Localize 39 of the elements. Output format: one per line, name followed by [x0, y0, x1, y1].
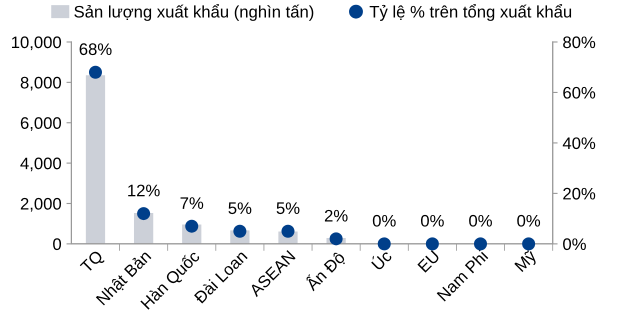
data-label: 5% — [228, 202, 252, 214]
y-tick-label: 6,000 — [20, 117, 62, 131]
y-tick-label: 0 — [53, 238, 62, 250]
y-tick-label: 2,000 — [20, 198, 62, 212]
point — [88, 66, 102, 79]
data-label: 0% — [517, 214, 540, 227]
x-tick-label: TQ — [80, 250, 106, 276]
data-label: 12% — [128, 184, 160, 196]
y2-tick-label: 80% — [563, 36, 596, 48]
y2-tick-label: 0% — [563, 238, 586, 250]
point — [426, 237, 439, 250]
y2-tick-label: 40% — [562, 137, 596, 150]
point — [233, 224, 246, 238]
data-label: 68% — [80, 43, 112, 56]
y-tick-label: 8,000 — [20, 76, 62, 91]
point — [281, 224, 294, 238]
point — [137, 207, 150, 220]
y-tick-label: 4,000 — [20, 158, 62, 172]
data-label: 2% — [324, 210, 348, 222]
data-label: 7% — [180, 197, 204, 209]
bar — [86, 75, 106, 244]
legend-label: Sản lượng xuất khẩu (nghìn tấn) — [74, 4, 314, 21]
data-label: 5% — [276, 202, 300, 214]
point — [474, 237, 488, 250]
x-tick-label: Úc — [369, 247, 393, 271]
point — [185, 220, 198, 233]
x-tick-label: Ấn Độ — [302, 248, 348, 294]
point — [522, 237, 536, 250]
point — [330, 232, 343, 246]
y2-tick-label: 20% — [563, 188, 596, 200]
x-tick-label: Mỹ — [514, 248, 540, 274]
y2-tick-label: 60% — [563, 86, 596, 99]
data-label: 0% — [469, 214, 492, 227]
y-tick-label: 10,000 — [12, 36, 62, 50]
legend-label: Tỷ lệ % trên tổng xuất khẩu — [370, 4, 572, 21]
x-tick-label: EU — [417, 250, 440, 273]
data-label: 0% — [372, 214, 396, 227]
data-label: 0% — [420, 214, 444, 227]
point — [378, 237, 391, 250]
